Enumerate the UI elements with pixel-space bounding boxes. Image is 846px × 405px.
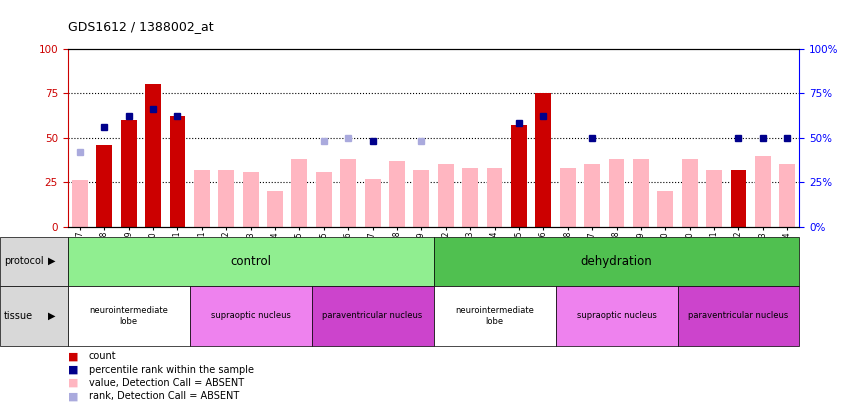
Text: paraventricular nucleus: paraventricular nucleus xyxy=(322,311,423,320)
Bar xyxy=(536,93,552,227)
Text: supraoptic nucleus: supraoptic nucleus xyxy=(211,311,290,320)
Text: protocol: protocol xyxy=(4,256,44,266)
Bar xyxy=(340,159,356,227)
Text: neurointermediate
lobe: neurointermediate lobe xyxy=(89,306,168,326)
Text: supraoptic nucleus: supraoptic nucleus xyxy=(577,311,656,320)
Text: GDS1612 / 1388002_at: GDS1612 / 1388002_at xyxy=(68,20,213,33)
Bar xyxy=(72,181,88,227)
Text: ■: ■ xyxy=(68,392,78,401)
Bar xyxy=(146,84,161,227)
Bar xyxy=(755,156,771,227)
Text: ■: ■ xyxy=(68,365,78,375)
Text: neurointermediate
lobe: neurointermediate lobe xyxy=(455,306,534,326)
Bar xyxy=(267,191,283,227)
Bar xyxy=(389,161,405,227)
Bar xyxy=(608,159,624,227)
Text: paraventricular nucleus: paraventricular nucleus xyxy=(689,311,788,320)
Text: ▶: ▶ xyxy=(48,256,55,266)
Text: dehydration: dehydration xyxy=(580,255,652,268)
Bar xyxy=(121,120,136,227)
Text: ▶: ▶ xyxy=(48,311,55,321)
Bar xyxy=(218,170,234,227)
Bar xyxy=(414,170,429,227)
Text: percentile rank within the sample: percentile rank within the sample xyxy=(89,365,254,375)
Bar xyxy=(96,145,113,227)
Text: control: control xyxy=(230,255,271,268)
Bar xyxy=(292,159,307,227)
Text: value, Detection Call = ABSENT: value, Detection Call = ABSENT xyxy=(89,378,244,388)
Bar xyxy=(706,170,722,227)
Bar xyxy=(633,159,649,227)
Bar xyxy=(779,164,795,227)
Bar xyxy=(169,116,185,227)
Bar xyxy=(560,168,575,227)
Text: ■: ■ xyxy=(68,352,78,361)
Bar xyxy=(243,172,259,227)
Bar xyxy=(194,170,210,227)
Bar xyxy=(585,164,600,227)
Text: ■: ■ xyxy=(68,378,78,388)
Bar xyxy=(462,168,478,227)
Bar xyxy=(731,170,746,227)
Text: tissue: tissue xyxy=(4,311,33,321)
Text: count: count xyxy=(89,352,117,361)
Bar xyxy=(438,164,453,227)
Bar xyxy=(657,191,673,227)
Bar xyxy=(365,179,381,227)
Text: rank, Detection Call = ABSENT: rank, Detection Call = ABSENT xyxy=(89,392,239,401)
Bar xyxy=(486,168,503,227)
Bar xyxy=(682,159,698,227)
Bar xyxy=(316,172,332,227)
Bar xyxy=(511,125,527,227)
